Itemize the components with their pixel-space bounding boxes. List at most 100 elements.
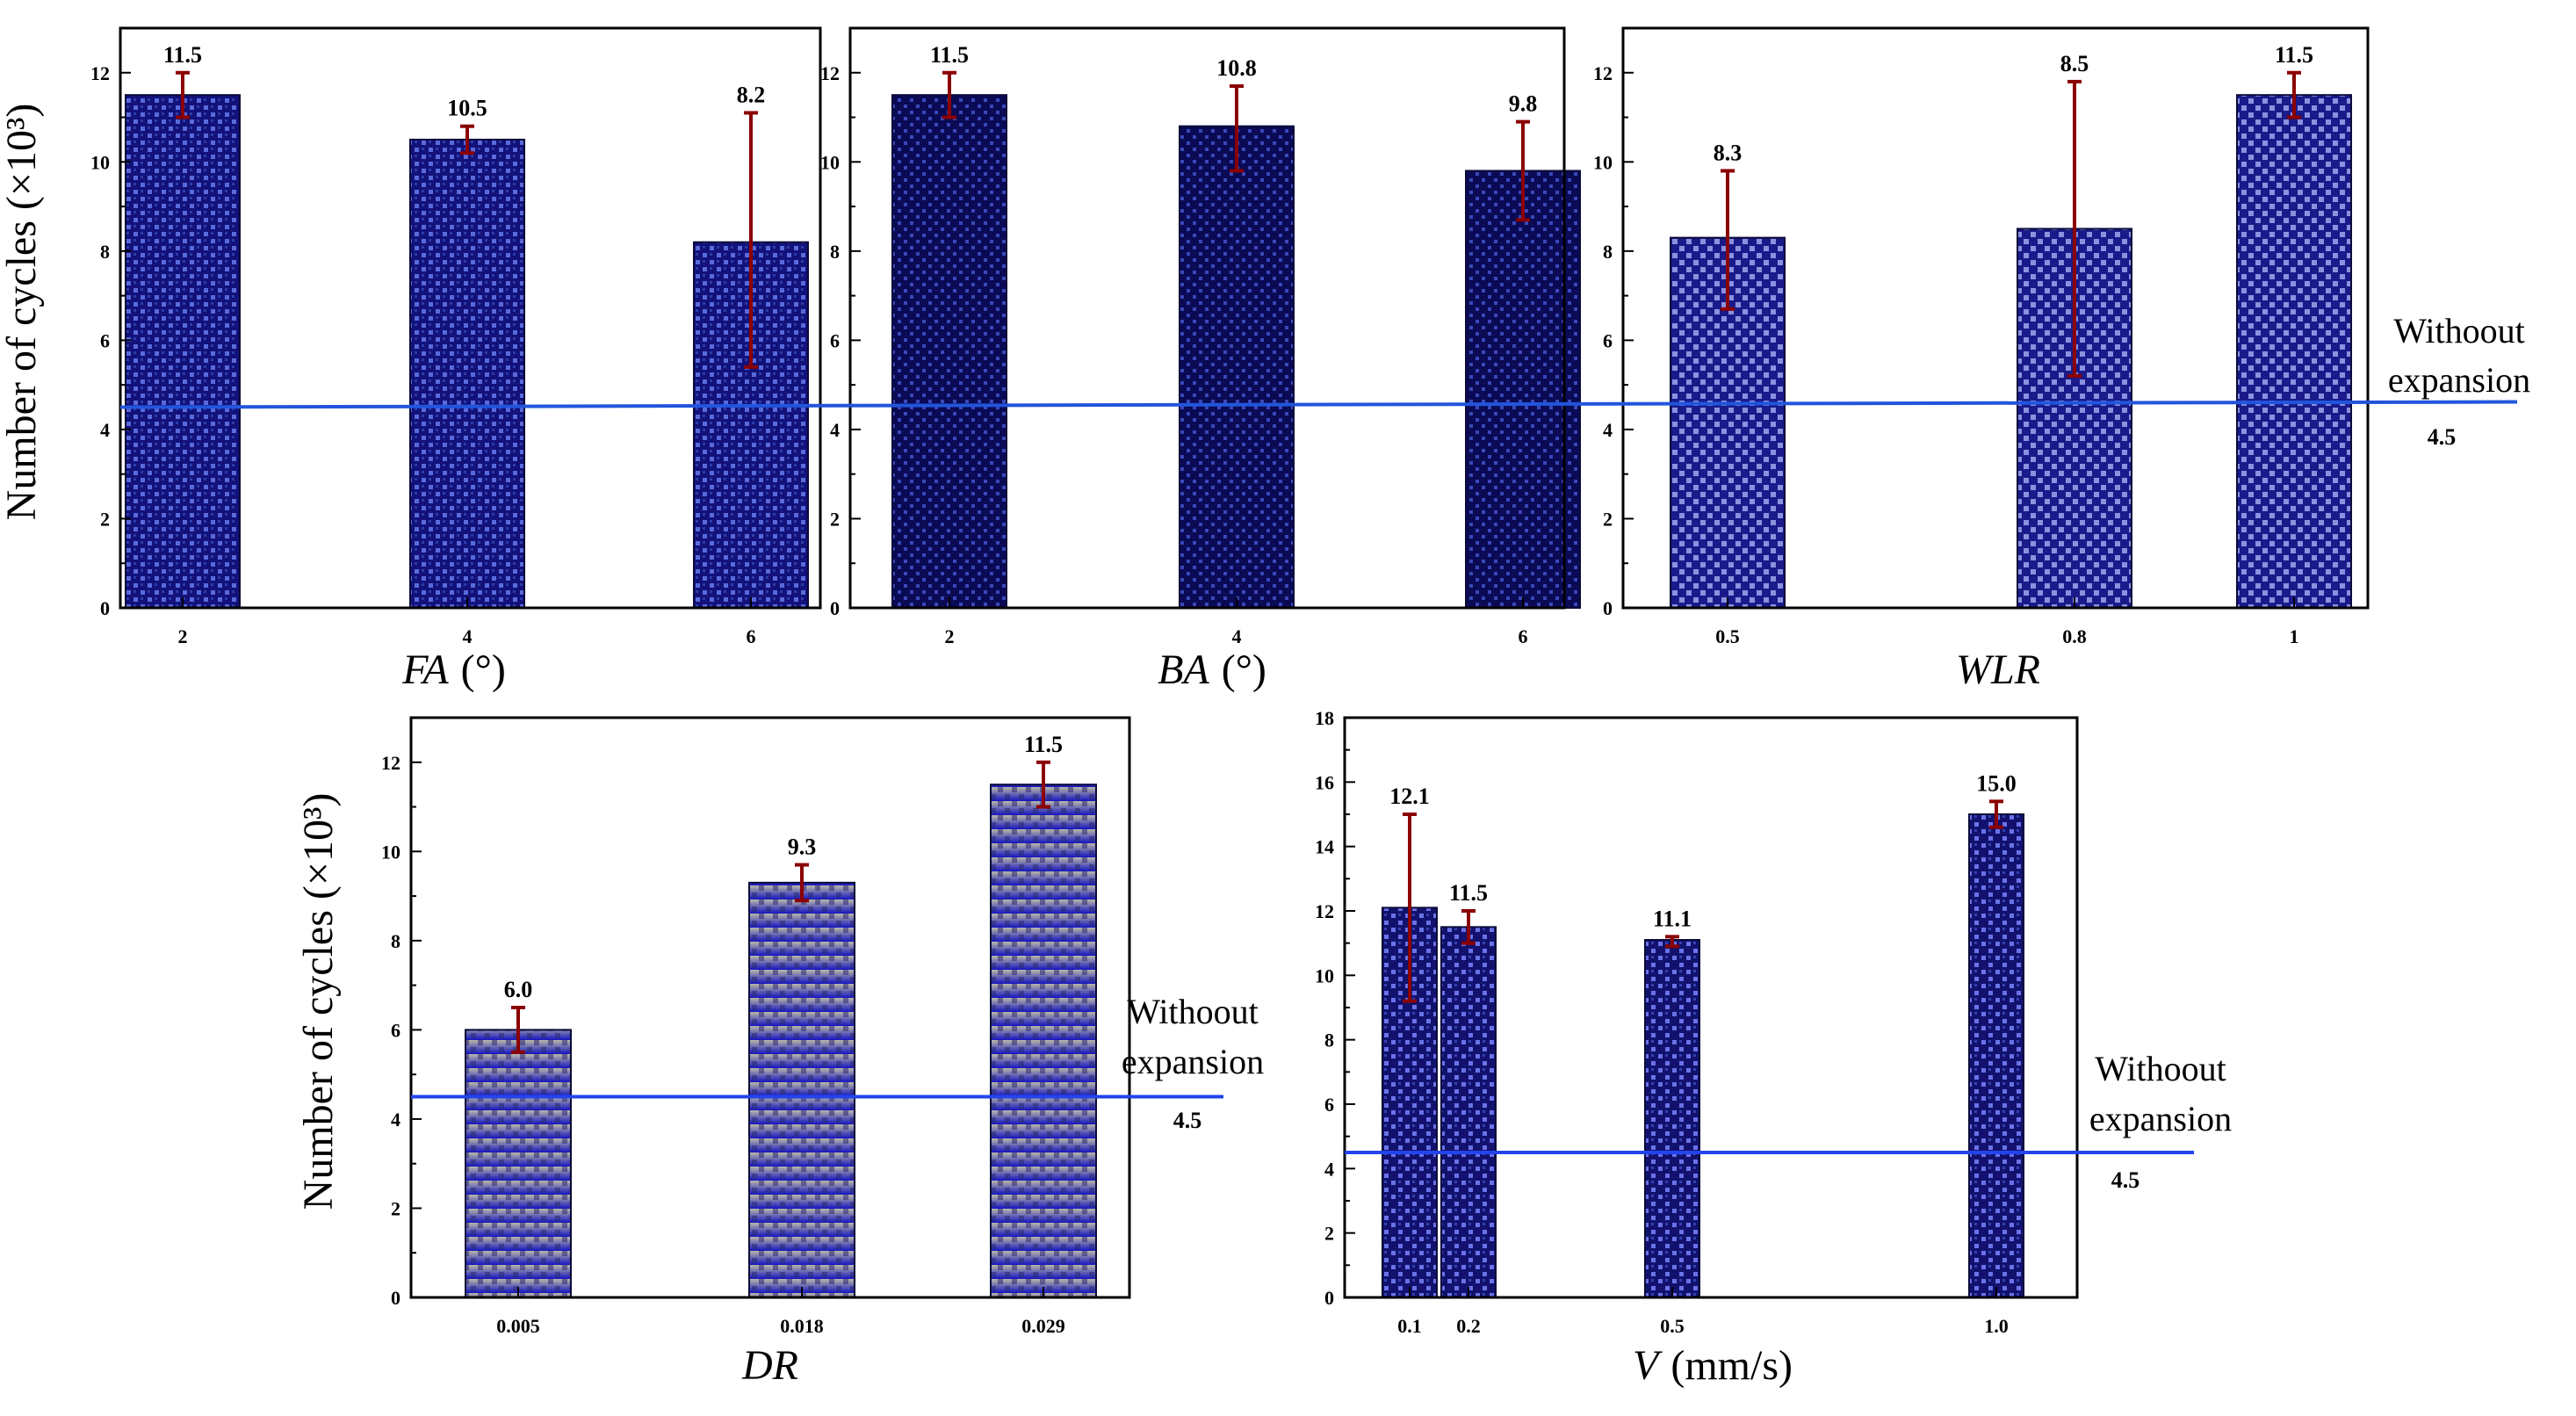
bar-dr-0.029: [990, 784, 1097, 1298]
x-axis-unit: (°): [461, 647, 506, 693]
data-label-v-0.5: 11.1: [1653, 906, 1692, 931]
x-tick-label-v: 1.0: [1984, 1315, 2009, 1337]
y-tick-label: 4: [1324, 1158, 1334, 1180]
y-tick-label: 10: [1315, 964, 1334, 986]
data-label-ba-4: 10.8: [1216, 55, 1257, 81]
y-tick-label: 2: [1603, 508, 1613, 530]
x-tick-label-ba: 2: [945, 625, 955, 647]
y-tick-label: 8: [391, 930, 400, 952]
y-tick-label: 0: [1603, 597, 1613, 619]
y-tick-label: 0: [391, 1287, 400, 1309]
data-label-v-0.1: 12.1: [1389, 784, 1430, 809]
baseline-value-top: 4.5: [2428, 424, 2457, 450]
y-tick-label: 2: [1324, 1223, 1334, 1245]
x-axis-label-ba: BA (°): [1158, 647, 1266, 693]
baseline-value-v: 4.5: [2111, 1167, 2140, 1193]
y-tick-label: 18: [1315, 707, 1334, 729]
x-tick-label-dr: 0.005: [496, 1315, 540, 1337]
bar-v-0.2: [1440, 926, 1497, 1299]
x-tick-label-fa: 6: [747, 625, 756, 647]
y-tick-label: 6: [1603, 329, 1613, 351]
baseline-label-v-line2: expansion: [2089, 1099, 2232, 1138]
baseline-label-dr-line2: expansion: [1122, 1042, 1264, 1081]
panel-fa: 11.5 10.5 8.2 0 2 4 6 8 10 12 2 4 6 Number of cycles …: [0, 26, 822, 693]
x-axis-label-wlr: WLR: [1956, 647, 2040, 693]
y-tick-label: 0: [1324, 1287, 1334, 1309]
x-axis-variable: WLR: [1956, 647, 2040, 693]
baseline-value-dr: 4.5: [1173, 1108, 1202, 1133]
baseline-label-top-line2: expansion: [2388, 360, 2530, 400]
bar-ba-6: [1465, 170, 1581, 609]
data-label-v-0.2: 11.5: [1449, 880, 1488, 906]
bar-v-1.0: [1968, 813, 2024, 1298]
baseline-label-v-line1: Withoout: [2095, 1049, 2226, 1088]
bar-ba-4: [1179, 125, 1295, 609]
baseline-label-top-line1: Withoout: [2393, 311, 2525, 350]
x-axis-label-dr: DR: [741, 1342, 798, 1389]
baseline-label-dr-line1: Withoout: [1127, 992, 1259, 1031]
y-tick-label: 16: [1315, 771, 1334, 793]
bar-wlr-1: [2236, 94, 2352, 609]
y-tick-label: 8: [100, 241, 110, 263]
data-label-fa-2: 11.5: [163, 42, 202, 68]
panel-v: 12.1 11.5 11.1 15.0 0 2 4 6 8 10 12 14 16 18 0.1 0.2 0.5…: [1315, 707, 2079, 1389]
x-tick-label-v: 0.5: [1660, 1315, 1685, 1337]
y-tick-label: 10: [1593, 151, 1613, 173]
plot-frame-ba: [848, 26, 1566, 610]
x-tick-label-v: 0.1: [1397, 1315, 1422, 1337]
y-tick-label: 6: [391, 1019, 400, 1041]
x-tick-label-dr: 0.029: [1021, 1315, 1065, 1337]
plot-frame-fa: [119, 26, 822, 610]
data-label-fa-6: 8.2: [737, 82, 766, 107]
y-tick-label: 4: [830, 419, 840, 441]
y-tick-label: 4: [1603, 419, 1613, 441]
x-axis-label-v: V (mm/s): [1633, 1342, 1793, 1389]
y-tick-label: 8: [830, 241, 840, 263]
y-tick-label: 0: [830, 597, 840, 619]
plot-frame-wlr: [1621, 26, 2370, 610]
x-tick-label-ba: 6: [1519, 625, 1528, 647]
y-tick-label: 2: [100, 508, 110, 530]
bar-v-0.5: [1644, 939, 1700, 1298]
x-tick-label-fa: 4: [463, 625, 473, 647]
bar-ba-2: [891, 94, 1007, 609]
y-tick-label: 4: [391, 1109, 400, 1131]
baseline-line-top-row: [119, 400, 2518, 409]
bar-fa-4: [409, 138, 525, 609]
data-label-wlr-0.8: 8.5: [2060, 51, 2089, 76]
y-tick-label: 8: [1324, 1029, 1334, 1051]
x-axis-variable: FA: [401, 647, 449, 693]
data-label-fa-4: 10.5: [447, 96, 487, 121]
y-tick-label: 0: [100, 597, 110, 619]
x-axis-variable: V: [1633, 1342, 1663, 1389]
baseline-overlay: Withoout expansion 4.5 Withoout expansion 4.5…: [119, 311, 2530, 1193]
x-tick-label-v: 0.2: [1456, 1315, 1481, 1337]
x-axis-label-fa: FA (°): [401, 647, 506, 693]
plot-frame-dr: [409, 716, 1131, 1299]
x-tick-label-dr: 0.018: [780, 1315, 824, 1337]
panel-dr: 6.0 9.3 11.5 0 2 4 6 8 10 12 0.005 0.018 0.029 Number…: [295, 716, 1131, 1389]
y-tick-label: 4: [100, 419, 110, 441]
y-axis-label-dr: Number of cycles (×10³): [295, 793, 342, 1210]
panel-wlr: 8.3 8.5 11.5 0 2 4 6 8 10 12 0.5 0.8 1 WLR: [1593, 26, 2370, 693]
data-label-ba-2: 11.5: [930, 42, 969, 68]
data-label-wlr-1: 11.5: [2275, 42, 2313, 68]
y-tick-label: 6: [100, 329, 110, 351]
bar-dr-0.018: [748, 881, 855, 1298]
data-label-v-1.0: 15.0: [1976, 770, 2017, 796]
data-label-ba-6: 9.8: [1509, 91, 1538, 117]
x-tick-label-wlr: 0.5: [1715, 625, 1740, 647]
y-tick-label: 2: [391, 1197, 400, 1219]
y-tick-label: 12: [381, 752, 400, 774]
x-axis-variable: DR: [741, 1342, 798, 1389]
bar-fa-2: [125, 94, 241, 609]
y-tick-label: 6: [830, 329, 840, 351]
x-tick-label-ba: 4: [1232, 625, 1242, 647]
y-tick-label: 12: [1593, 62, 1613, 84]
y-tick-label: 6: [1324, 1094, 1334, 1116]
y-axis-label-fa: Number of cycles (×10³): [0, 104, 45, 521]
data-label-dr-0.029: 11.5: [1024, 732, 1063, 757]
x-tick-label-wlr: 1: [2290, 625, 2299, 647]
y-tick-label: 8: [1603, 241, 1613, 263]
